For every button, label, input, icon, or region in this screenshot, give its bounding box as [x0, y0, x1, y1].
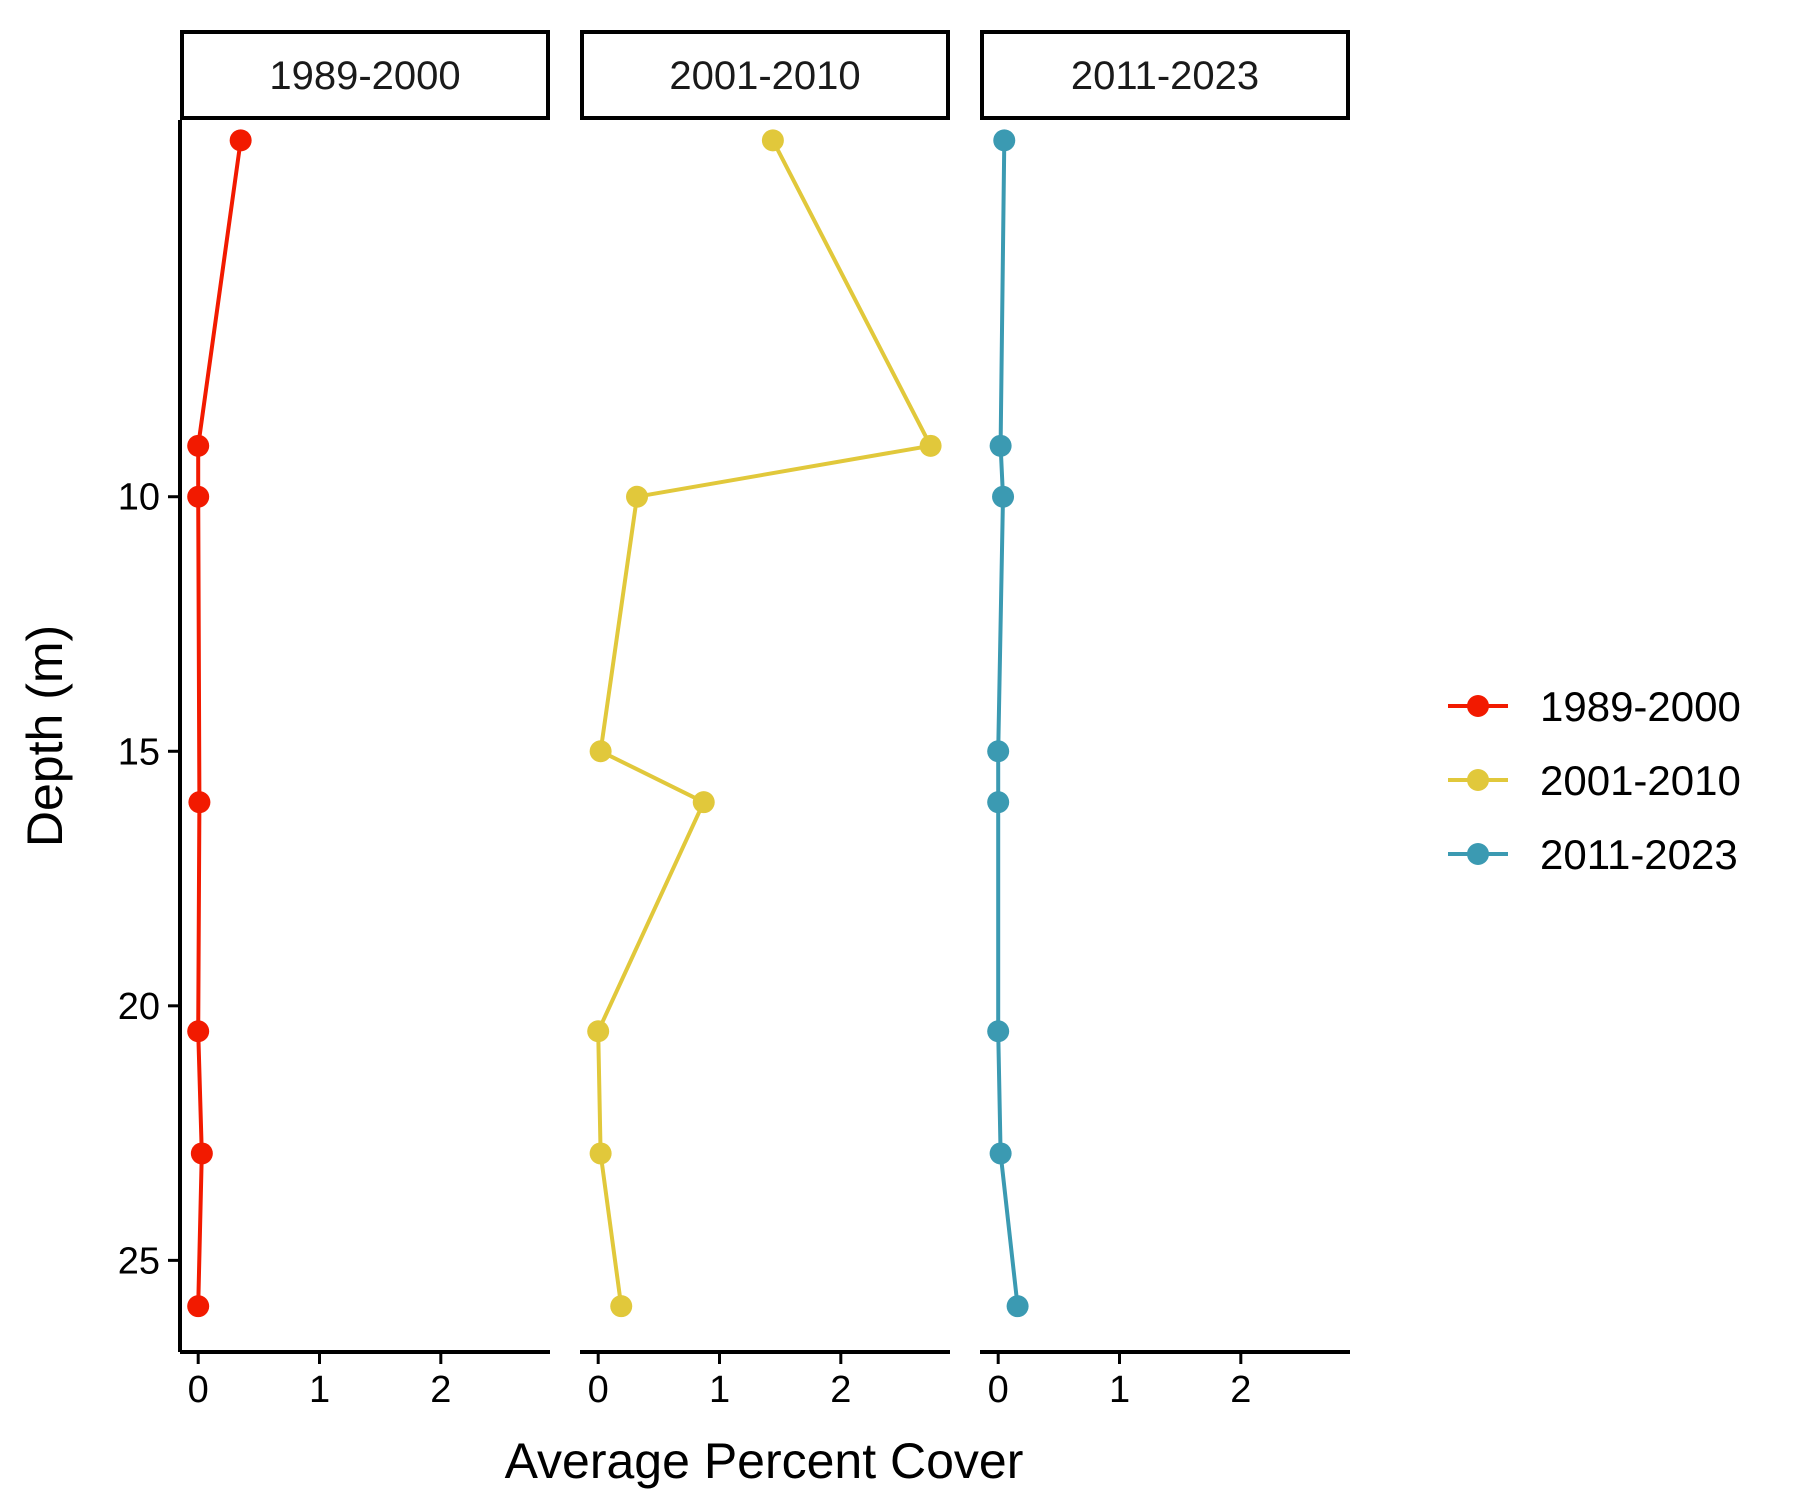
data-point [190, 1142, 213, 1165]
data-point [761, 129, 784, 152]
strip-label: 1989-2000 [269, 54, 460, 98]
y-tick-label: 25 [118, 1240, 160, 1282]
x-tick-label: 0 [588, 1369, 609, 1411]
x-tick-label: 1 [709, 1369, 730, 1411]
data-point [989, 1142, 1012, 1165]
data-point [987, 791, 1010, 814]
legend-label: 2011-2023 [1540, 831, 1738, 878]
y-axis: 10 15 20 25 [118, 120, 182, 1352]
y-tick-label: 15 [118, 731, 160, 773]
data-point [589, 1142, 612, 1165]
data-point [187, 1020, 210, 1043]
strip-box [580, 30, 950, 120]
legend-label: 1989-2000 [1540, 683, 1741, 730]
x-axis-title: Average Percent Cover [505, 1433, 1024, 1489]
legend-item: 1989-2000 [1448, 683, 1741, 730]
data-point [919, 434, 942, 457]
y-axis-title: Depth (m) [17, 625, 73, 847]
strip-label: 2001-2010 [669, 54, 860, 98]
strip-label: 2011-2023 [1071, 54, 1259, 98]
data-point [188, 791, 211, 814]
legend-marker [1467, 843, 1489, 865]
strip-box [980, 30, 1350, 120]
legend-item: 2001-2010 [1448, 757, 1741, 804]
panel-2011-2023: 2011-2023 0 1 2 [980, 30, 1350, 1411]
legend: 1989-2000 2001-2010 2011-2023 [1448, 683, 1741, 878]
strip-box [180, 30, 550, 120]
data-point [989, 434, 1012, 457]
data-point [992, 485, 1015, 508]
data-point [993, 129, 1016, 152]
series-line [996, 140, 1020, 1307]
panel-2001-2010: 2001-2010 0 1 2 [580, 30, 950, 1411]
legend-label: 2001-2010 [1540, 757, 1741, 804]
x-tick-label: 0 [188, 1369, 209, 1411]
data-point [589, 740, 612, 763]
data-point [229, 129, 252, 152]
x-tick-label: 1 [309, 1369, 330, 1411]
data-point [587, 1020, 610, 1043]
panel-1989-2000: 1989-2000 0 1 2 [180, 30, 550, 1411]
data-point [187, 485, 210, 508]
x-tick-label: 2 [430, 1369, 451, 1411]
data-point [187, 1295, 210, 1318]
x-tick-label: 2 [830, 1369, 851, 1411]
x-tick-label: 1 [1109, 1369, 1130, 1411]
x-tick-label: 2 [1230, 1369, 1251, 1411]
legend-marker [1467, 769, 1489, 791]
data-point [626, 485, 649, 508]
data-point [610, 1295, 633, 1318]
data-point [692, 791, 715, 814]
data-point [987, 740, 1010, 763]
facet-panels: 1989-2000 0 1 2 2001-2010 0 1 2 2011-2023 0 1 2 [180, 30, 1350, 1411]
data-point [1006, 1295, 1029, 1318]
data-point [187, 434, 210, 457]
x-tick-label: 0 [988, 1369, 1009, 1411]
series-line [196, 140, 243, 1307]
data-point [987, 1020, 1010, 1043]
legend-marker [1467, 695, 1489, 717]
y-tick-label: 20 [118, 986, 160, 1028]
y-tick-label: 10 [118, 477, 160, 519]
series-line [596, 139, 933, 1307]
legend-item: 2011-2023 [1448, 831, 1738, 878]
